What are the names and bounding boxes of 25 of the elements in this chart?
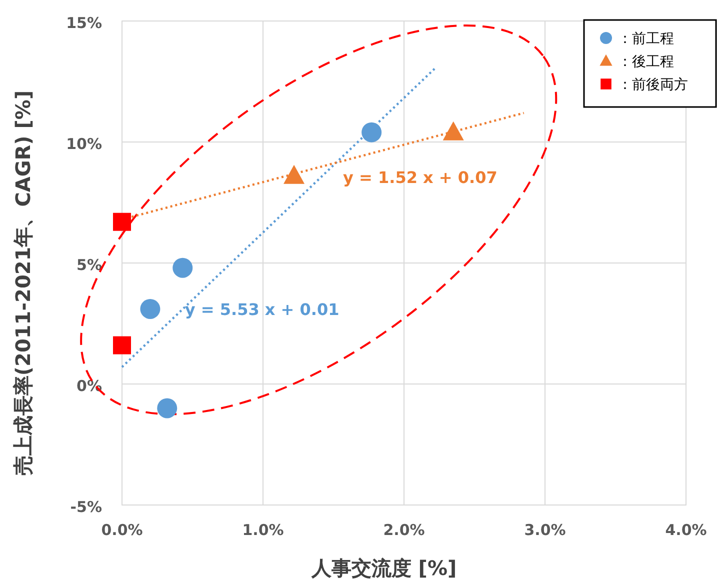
- y-tick-label: -5%: [70, 498, 102, 516]
- point: [172, 258, 193, 278]
- y-tick-label: 0%: [76, 377, 102, 395]
- annotation: y = 5.53 x + 0.01: [184, 300, 340, 320]
- x-tick-label: 0.0%: [101, 521, 143, 539]
- x-tick-label: 2.0%: [383, 521, 425, 539]
- point: [157, 398, 178, 418]
- x-tick-label: 3.0%: [524, 521, 566, 539]
- y-axis-title: 売上成長率(2011-2021年、CAGR) [%]: [11, 90, 35, 476]
- legend-label: ：後工程: [618, 54, 674, 70]
- y-tick-label: 10%: [66, 135, 102, 153]
- x-tick-label: 1.0%: [242, 521, 284, 539]
- legend-label: ：前後両方: [618, 77, 688, 93]
- y-tick-label: 5%: [76, 256, 102, 274]
- point: [284, 164, 305, 184]
- annotation: y = 1.52 x + 0.07: [343, 168, 498, 187]
- point: [362, 122, 382, 142]
- legend-label: ：前工程: [618, 31, 674, 47]
- point: [442, 121, 464, 140]
- x-axis-title: 人事交流度 [%]: [310, 556, 457, 580]
- point: [140, 298, 160, 319]
- x-tick-label: 4.0%: [665, 521, 707, 539]
- y-tick-label: 15%: [66, 14, 102, 32]
- point: [113, 212, 131, 231]
- point: [113, 336, 131, 354]
